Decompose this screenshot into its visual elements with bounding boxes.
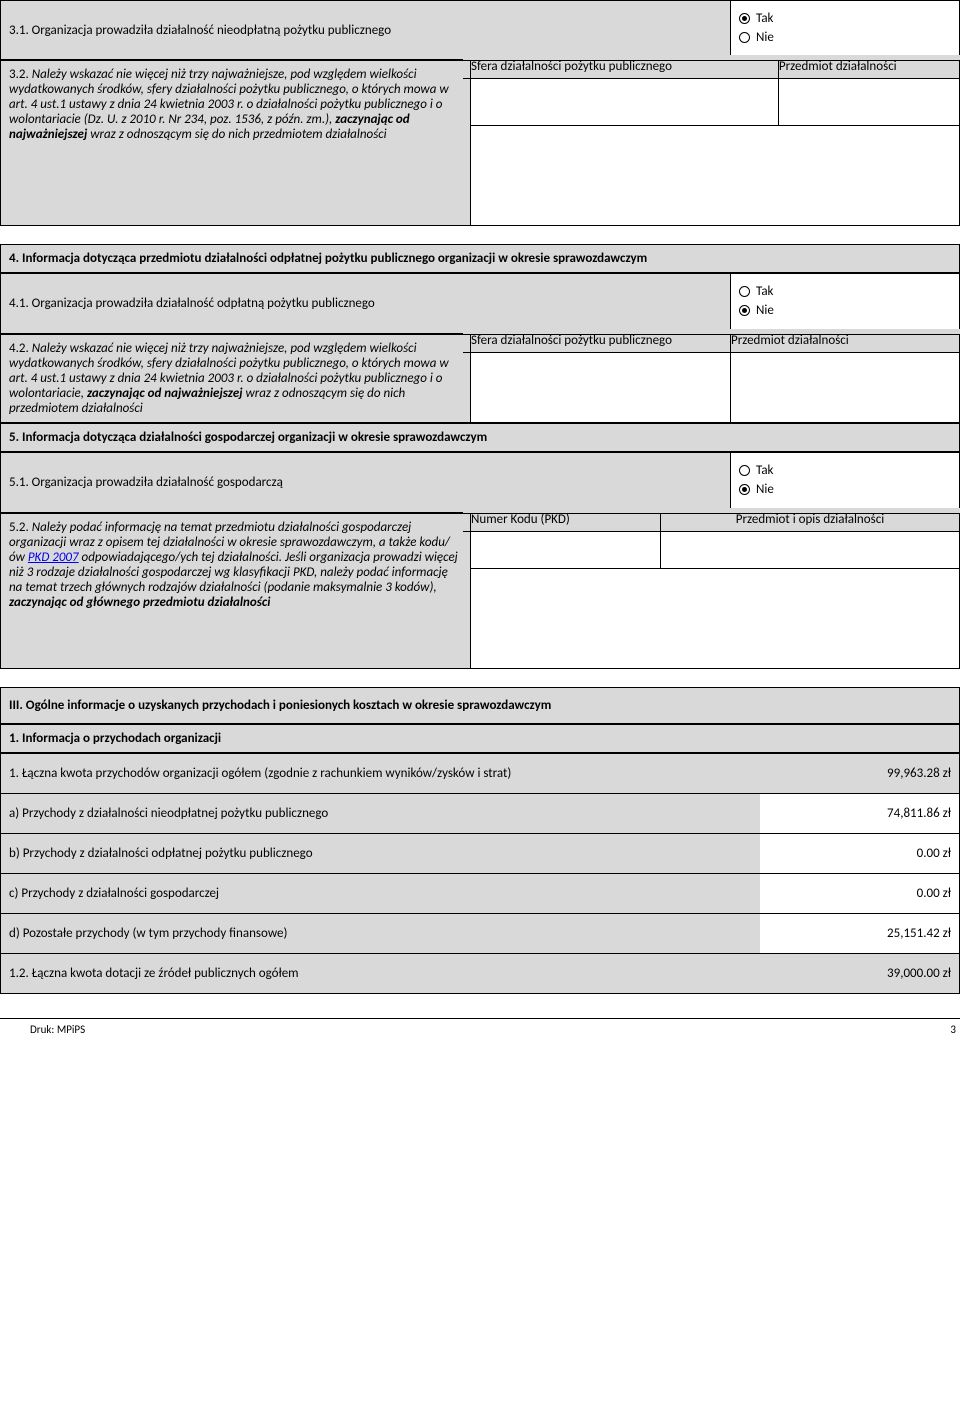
page-footer: Druk: MPiPS 3 xyxy=(0,1018,960,1036)
footer-left: Druk: MPiPS xyxy=(30,1023,85,1036)
section-III-table: III. Ogólne informacje o uzyskanych przy… xyxy=(0,687,960,724)
s52-col1-wrap: Numer Kodu (PKD) xyxy=(471,514,661,569)
section-3-1-table: 3.1. Organizacja prowadziła działalność … xyxy=(0,0,960,60)
ra-val: 74,811.86 zł xyxy=(760,794,960,834)
rd-label: d) Pozostałe przychody (w tym przychody … xyxy=(1,914,760,954)
footer-right: 3 xyxy=(950,1023,956,1036)
section-5-2-table: 5.2. Należy podać informację na temat pr… xyxy=(0,513,960,669)
s32-prefix: 3.2. xyxy=(9,67,32,82)
s41-tak-label: Tak xyxy=(756,284,773,299)
s31-tak-label: Tak xyxy=(756,11,773,26)
s51-radio-cell: Tak Nie xyxy=(731,453,960,513)
rc-label: c) Przychody z działalności gospodarczej xyxy=(1,874,760,914)
section-4-2-table: 4.2. Należy wskazać nie więcej niż trzy … xyxy=(0,334,960,423)
section-5-1-table: 5.1. Organizacja prowadziła działalność … xyxy=(0,452,960,513)
s42-col2-wrap: Przedmiot działalności xyxy=(731,335,960,423)
pkd-link[interactable]: PKD 2007 xyxy=(28,550,79,565)
s31-label: 3.1. Organizacja prowadziła działalność … xyxy=(1,1,731,60)
przychody-header: 1. Informacja o przychodach organizacji xyxy=(1,725,960,753)
r12-val: 39,000.00 zł xyxy=(760,954,960,994)
s42-col1-wrap: Sfera działalności pożytku publicznego xyxy=(471,335,731,423)
s32-col2: Przedmiot działalności xyxy=(771,55,960,79)
przychody-rows-table: 1. Łączna kwota przychodów organizacji o… xyxy=(0,753,960,994)
s32-col1-wrap: Sfera działalności pożytku publicznego xyxy=(471,61,779,126)
rc-val: 0.00 zł xyxy=(760,874,960,914)
radio-tak-icon[interactable] xyxy=(739,286,750,297)
section-4-table: 4. Informacja dotycząca przedmiotu dział… xyxy=(0,244,960,273)
s31-nie-label: Nie xyxy=(756,30,774,45)
s41-nie-label: Nie xyxy=(756,303,774,318)
section-3-2-table: 3.2. Należy wskazać nie więcej niż trzy … xyxy=(0,60,960,226)
r12-label: 1.2. Łączna kwota dotacji ze źródeł publ… xyxy=(1,954,760,994)
s32-col2-wrap: Przedmiot działalności xyxy=(778,61,959,126)
radio-tak-icon[interactable] xyxy=(739,465,750,476)
r1-label: 1. Łączna kwota przychodów organizacji o… xyxy=(1,754,760,794)
s51-tak-label: Tak xyxy=(756,463,773,478)
s52-col2: Przedmiot i opis działalności xyxy=(653,508,960,532)
s42-desc: 4.2. Należy wskazać nie więcej niż trzy … xyxy=(1,335,471,423)
rd-val: 25,151.42 zł xyxy=(760,914,960,954)
radio-tak-icon[interactable] xyxy=(739,13,750,24)
s52-b1: zaczynając od głównego przedmiotu działa… xyxy=(9,595,270,610)
przychody-header-table: 1. Informacja o przychodach organizacji xyxy=(0,724,960,753)
s32-body xyxy=(471,126,960,226)
section-4-1-table: 4.1. Organizacja prowadziła działalność … xyxy=(0,273,960,334)
s51-nie-label: Nie xyxy=(756,482,774,497)
rb-val: 0.00 zł xyxy=(760,834,960,874)
s32-desc: 3.2. Należy wskazać nie więcej niż trzy … xyxy=(1,61,471,226)
radio-nie-icon[interactable] xyxy=(739,305,750,316)
r1-val: 99,963.28 zł xyxy=(760,754,960,794)
s42-col1: Sfera działalności pożytku publicznego xyxy=(463,329,738,353)
s32-col1: Sfera działalności pożytku publicznego xyxy=(463,55,786,79)
s42-col2: Przedmiot działalności xyxy=(723,329,960,353)
section-5-table: 5. Informacja dotycząca działalności gos… xyxy=(0,423,960,452)
s5-header: 5. Informacja dotycząca działalności gos… xyxy=(1,424,960,452)
s52-col2-wrap: Przedmiot i opis działalności xyxy=(661,514,960,569)
s42-b1: zaczynając od najważniejszej xyxy=(87,386,243,401)
s42-prefix: 4.2. xyxy=(9,341,32,356)
radio-nie-icon[interactable] xyxy=(739,32,750,43)
s32-p2: wraz z odnoszącym się do nich przedmiote… xyxy=(87,127,386,142)
s51-label: 5.1. Organizacja prowadziła działalność … xyxy=(1,453,731,513)
s52-body xyxy=(471,569,960,669)
s41-radio-cell: Tak Nie xyxy=(731,274,960,334)
s52-desc: 5.2. Należy podać informację na temat pr… xyxy=(1,514,471,669)
rb-label: b) Przychody z działalności odpłatnej po… xyxy=(1,834,760,874)
s31-radio-cell: Tak Nie xyxy=(731,1,960,60)
ra-label: a) Przychody z działalności nieodpłatnej… xyxy=(1,794,760,834)
s52-prefix: 5.2. xyxy=(9,520,32,535)
radio-nie-icon[interactable] xyxy=(739,484,750,495)
s52-col1: Numer Kodu (PKD) xyxy=(463,508,668,532)
s4-header: 4. Informacja dotycząca przedmiotu dział… xyxy=(1,245,960,273)
s41-label: 4.1. Organizacja prowadziła działalność … xyxy=(1,274,731,334)
sIII-header: III. Ogólne informacje o uzyskanych przy… xyxy=(1,688,960,724)
